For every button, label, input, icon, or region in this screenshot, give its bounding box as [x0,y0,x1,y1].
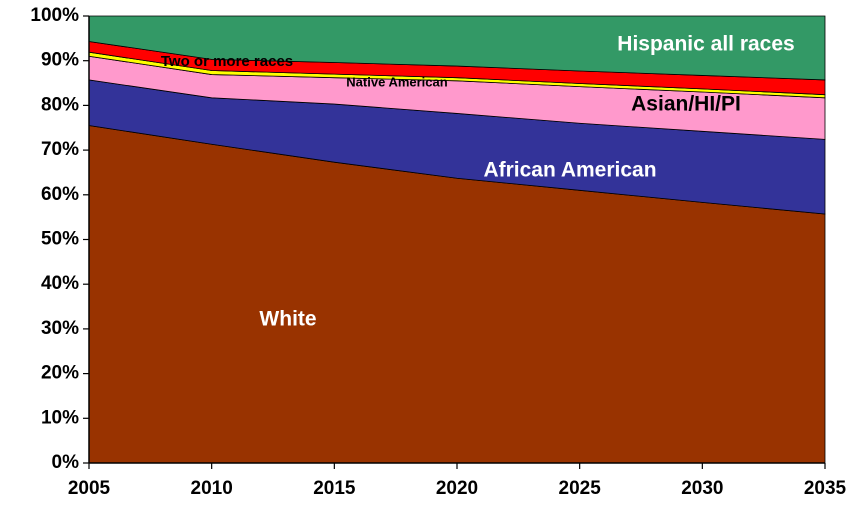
y-tick-label: 70% [41,139,79,160]
x-tick-label: 2015 [313,478,356,499]
x-tick-label: 2035 [804,478,847,499]
y-tick-label: 30% [41,318,79,339]
y-tick-label: 20% [41,363,79,384]
x-tick-label: 2030 [681,478,723,499]
area-layer [88,15,826,464]
y-tick-label: 90% [41,50,79,71]
y-tick-label: 80% [41,94,79,115]
area-label-layer: White African American Asian/HI/PI Native A… [161,33,795,331]
y-tick-label: 60% [41,184,79,205]
area-label-african-american: African American [483,159,656,182]
area-label-native-american: Native American [346,74,447,89]
area-label-asian-hi-pi: Asian/HI/PI [631,93,741,116]
area-label-white: White [259,308,316,331]
axes: 0% 10% 20% 30% 40% 50% 60% 70% 80% 90% 100% 2005 201… [30,5,846,499]
area-hispanic-all-races [88,15,826,81]
x-tick-label: 2010 [191,478,233,499]
y-tick-label: 100% [30,5,79,26]
x-tick-label: 2005 [68,478,111,499]
y-tick-label: 10% [41,407,79,428]
area-label-two-or-more-races: Two or more races [161,53,293,70]
x-tick-label: 2025 [559,478,602,499]
y-tick-label: 0% [52,452,80,473]
area-label-hispanic-all-races: Hispanic all races [617,33,794,56]
y-tick-label: 50% [41,229,79,250]
x-tick-label: 2020 [436,478,478,499]
y-tick-label: 40% [41,273,79,294]
